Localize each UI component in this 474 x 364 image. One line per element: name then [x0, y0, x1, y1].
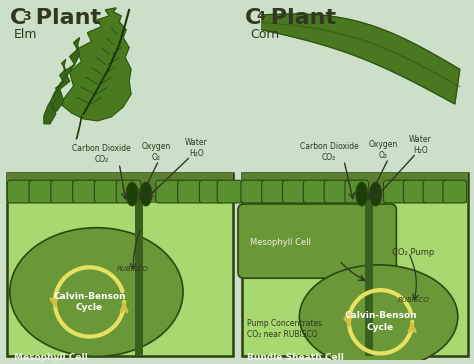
Ellipse shape [370, 182, 382, 206]
Text: Water
H₂O: Water H₂O [409, 135, 431, 155]
Text: Corn: Corn [250, 28, 279, 41]
Bar [7, 173, 233, 203]
FancyBboxPatch shape [51, 180, 76, 203]
FancyBboxPatch shape [324, 180, 348, 203]
FancyBboxPatch shape [238, 204, 396, 278]
FancyBboxPatch shape [217, 180, 242, 203]
Ellipse shape [10, 228, 183, 356]
FancyBboxPatch shape [156, 180, 181, 203]
Ellipse shape [126, 182, 138, 206]
Text: Bundle Sheath Cell: Bundle Sheath Cell [247, 353, 344, 363]
FancyBboxPatch shape [116, 180, 141, 203]
Bar [7, 173, 233, 356]
Text: RUBISCO: RUBISCO [397, 297, 429, 303]
Text: CO₂ Pump: CO₂ Pump [392, 248, 435, 257]
Polygon shape [44, 59, 66, 124]
Text: Plant: Plant [263, 8, 336, 28]
Text: Mesophyll Cell: Mesophyll Cell [250, 238, 311, 247]
FancyBboxPatch shape [241, 180, 264, 203]
Text: Water
H₂O: Water H₂O [185, 138, 208, 158]
Text: RUBISCO: RUBISCO [117, 266, 149, 272]
FancyBboxPatch shape [383, 180, 407, 203]
Text: Calvin-Benson
Cycle: Calvin-Benson Cycle [53, 292, 126, 312]
Text: Carbon Dioxide
CO₂: Carbon Dioxide CO₂ [72, 143, 131, 164]
Text: Carbon Dioxide
CO₂: Carbon Dioxide CO₂ [300, 142, 358, 162]
Bar [135, 188, 143, 356]
Polygon shape [262, 14, 460, 104]
FancyBboxPatch shape [73, 180, 97, 203]
Text: Plant: Plant [28, 8, 101, 28]
Text: Calvin-Benson
Cycle: Calvin-Benson Cycle [344, 311, 417, 332]
FancyBboxPatch shape [29, 180, 54, 203]
Text: Oxygen
O₂: Oxygen O₂ [369, 140, 398, 160]
Text: 4: 4 [257, 10, 265, 23]
Text: C: C [245, 8, 261, 28]
Text: Oxygen
O₂: Oxygen O₂ [141, 142, 171, 162]
FancyBboxPatch shape [403, 180, 427, 203]
Bar [242, 173, 468, 203]
Ellipse shape [140, 182, 152, 206]
Ellipse shape [300, 265, 458, 364]
FancyBboxPatch shape [423, 180, 447, 203]
FancyBboxPatch shape [443, 180, 467, 203]
FancyBboxPatch shape [94, 180, 119, 203]
Text: Mesophyll Cell: Mesophyll Cell [14, 353, 88, 363]
Text: Pump Concentrates
CO₂ near RUBISCO: Pump Concentrates CO₂ near RUBISCO [247, 319, 322, 339]
FancyBboxPatch shape [178, 180, 202, 203]
FancyBboxPatch shape [7, 180, 32, 203]
Text: Elm: Elm [14, 28, 38, 41]
Bar [242, 173, 468, 356]
FancyBboxPatch shape [303, 180, 327, 203]
FancyBboxPatch shape [200, 180, 224, 203]
FancyBboxPatch shape [345, 180, 369, 203]
Polygon shape [50, 37, 80, 111]
Bar [365, 193, 373, 356]
Text: C: C [10, 8, 27, 28]
FancyBboxPatch shape [283, 180, 306, 203]
Ellipse shape [356, 182, 368, 206]
Polygon shape [62, 8, 131, 121]
FancyBboxPatch shape [262, 180, 285, 203]
Text: 3: 3 [22, 10, 31, 23]
